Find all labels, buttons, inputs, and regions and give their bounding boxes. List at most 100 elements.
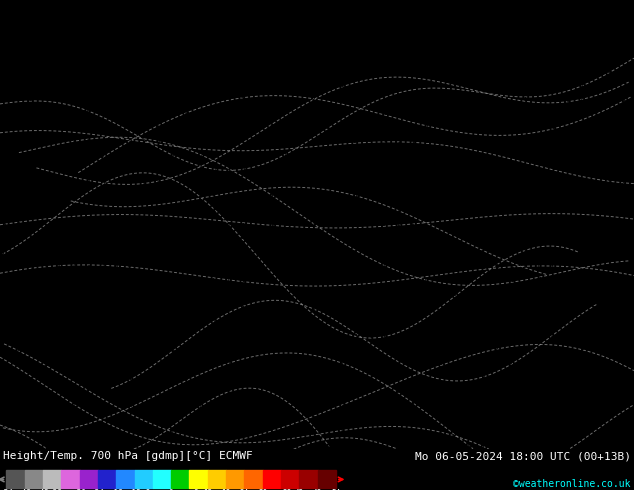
Text: 3: 3: [340, 0, 344, 5]
Text: 3: 3: [622, 444, 626, 449]
Text: 2: 2: [327, 97, 330, 101]
Text: 1: 1: [524, 237, 527, 242]
Text: 1: 1: [114, 27, 117, 32]
Text: 2: 2: [354, 417, 358, 422]
Text: 2: 2: [623, 0, 626, 4]
Text: 1: 1: [129, 361, 132, 366]
Text: 1: 1: [355, 360, 358, 365]
Text: 2: 2: [198, 236, 202, 241]
Text: 2: 2: [214, 153, 217, 158]
Text: 1: 1: [437, 376, 441, 381]
Text: 4: 4: [86, 180, 89, 185]
Text: 3: 3: [86, 110, 89, 115]
Text: 3: 3: [311, 55, 314, 60]
Text: 1: 1: [439, 110, 443, 115]
Text: 1: 1: [509, 110, 512, 116]
Text: 1: 1: [283, 125, 287, 130]
Text: 3: 3: [15, 250, 18, 255]
Text: 1: 1: [398, 139, 401, 144]
Text: 2: 2: [199, 27, 202, 32]
Text: 1: 1: [297, 125, 300, 130]
Text: 3: 3: [1, 306, 4, 311]
Text: 3: 3: [17, 56, 20, 61]
Text: 3: 3: [16, 112, 20, 117]
Text: 2: 2: [214, 83, 217, 89]
Text: 3: 3: [44, 153, 48, 158]
Text: 2: 2: [169, 84, 173, 89]
Text: 2: 2: [522, 0, 526, 5]
Text: 2: 2: [198, 42, 202, 48]
Text: 2: 2: [595, 0, 598, 4]
Text: 1: 1: [186, 362, 189, 367]
Text: 1: 1: [523, 293, 526, 297]
Text: 2: 2: [256, 444, 259, 449]
Text: 3: 3: [171, 167, 174, 172]
Text: 2: 2: [609, 0, 612, 5]
Text: 4: 4: [72, 249, 75, 254]
Text: 1: 1: [368, 430, 372, 435]
Text: 2: 2: [550, 333, 553, 339]
Text: 3: 3: [74, 291, 77, 296]
Text: 3: 3: [607, 431, 611, 436]
Text: 3: 3: [29, 14, 32, 19]
Text: 3: 3: [623, 431, 626, 437]
Text: 1: 1: [158, 42, 161, 47]
Text: 2: 2: [43, 14, 46, 19]
Text: 2: 2: [621, 181, 624, 186]
Text: 1: 1: [468, 319, 471, 324]
Text: 2: 2: [58, 28, 61, 33]
Text: 2: 2: [495, 27, 498, 32]
Text: 3: 3: [30, 305, 34, 310]
Text: 1: 1: [438, 83, 441, 88]
Text: 2: 2: [538, 14, 541, 19]
Text: 3: 3: [29, 82, 33, 87]
Text: 2: 2: [141, 83, 145, 88]
Text: 1: 1: [551, 111, 555, 116]
Text: 1: 1: [509, 237, 512, 242]
Text: 1: 1: [71, 417, 74, 422]
Text: 1: 1: [72, 403, 75, 408]
Text: 1: 1: [438, 319, 442, 324]
Text: 1: 1: [368, 111, 371, 116]
Text: 1: 1: [327, 305, 330, 311]
Text: 1: 1: [468, 209, 471, 214]
Text: 2: 2: [15, 361, 19, 366]
Text: 0: 0: [169, 489, 174, 490]
Text: 1: 1: [298, 278, 301, 283]
Text: 1: 1: [396, 181, 399, 186]
Text: 1: 1: [241, 278, 245, 283]
Text: 3: 3: [71, 152, 75, 158]
Text: 2: 2: [621, 14, 624, 19]
Text: 1: 1: [228, 194, 231, 199]
Text: 1: 1: [285, 222, 288, 227]
Text: 1: 1: [367, 221, 370, 226]
Text: 1: 1: [594, 208, 597, 213]
Text: 1: 1: [452, 84, 455, 89]
Text: 1: 1: [44, 430, 47, 435]
Text: 1: 1: [285, 305, 288, 310]
Text: 3: 3: [538, 376, 541, 381]
Text: 3: 3: [1, 27, 4, 32]
Text: 1: 1: [467, 334, 470, 339]
Text: 3: 3: [580, 375, 583, 380]
Text: 1: 1: [382, 69, 385, 74]
Text: 2: 2: [200, 83, 203, 88]
Text: 2: 2: [270, 404, 273, 409]
Text: 3: 3: [127, 153, 131, 158]
Text: 2: 2: [509, 347, 512, 352]
Text: 2: 2: [579, 318, 582, 324]
Text: 1: 1: [439, 222, 442, 227]
Text: 2: 2: [16, 376, 20, 381]
Text: 1: 1: [566, 306, 569, 311]
Text: 2: 2: [355, 55, 358, 60]
Text: 1: 1: [481, 278, 484, 283]
Text: 1: 1: [579, 138, 583, 143]
Text: -24: -24: [91, 489, 105, 490]
Text: 1: 1: [382, 208, 385, 213]
Text: 3: 3: [87, 139, 90, 144]
Text: 1: 1: [411, 334, 414, 339]
Text: 2: 2: [242, 431, 245, 436]
Text: 1: 1: [411, 112, 415, 117]
Text: 1: 1: [454, 222, 457, 227]
Text: 1: 1: [86, 417, 89, 422]
